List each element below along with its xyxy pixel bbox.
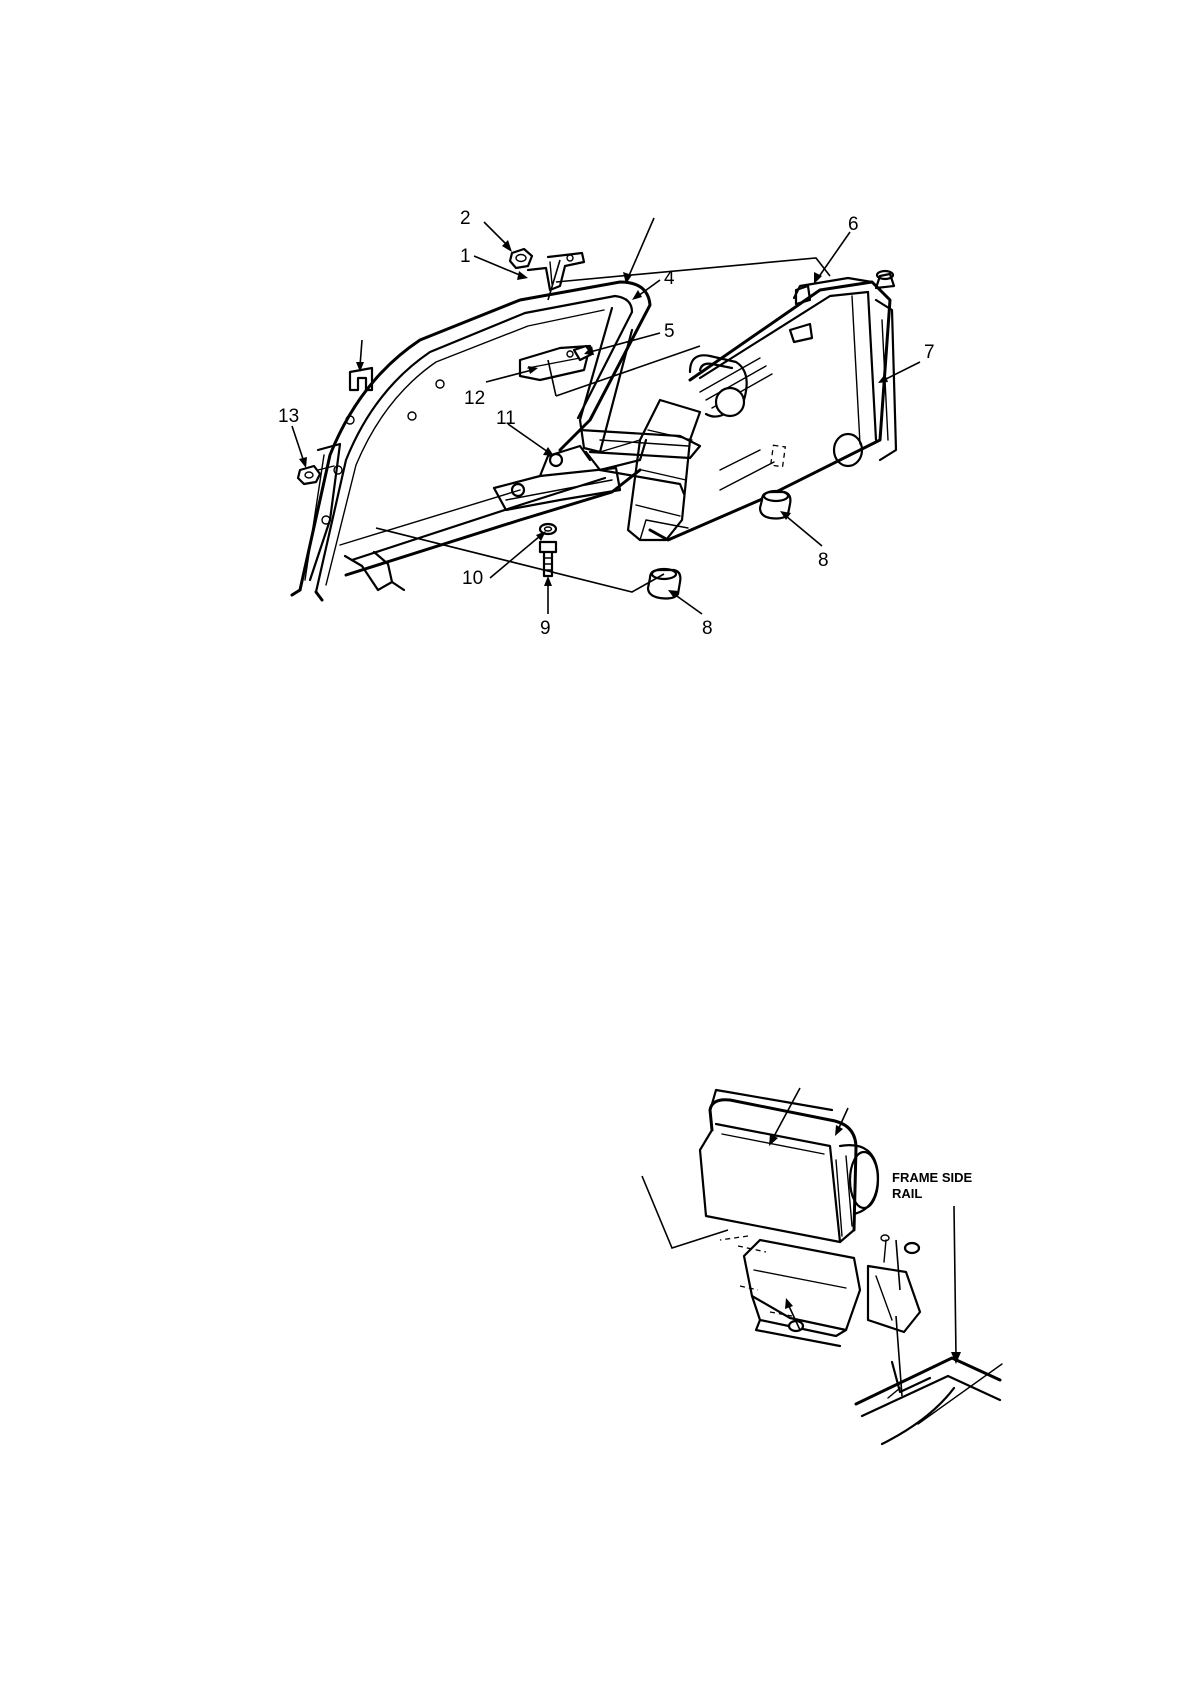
lower-bracket-11 — [492, 428, 702, 512]
radiator — [626, 269, 898, 542]
screw-13 — [296, 464, 335, 486]
callout-4: 4 — [664, 268, 675, 289]
washer-10 — [538, 522, 558, 536]
upper-bracket — [526, 251, 586, 292]
callout-8-lower: 8 — [702, 618, 713, 639]
radiator-support-frame — [290, 280, 652, 602]
retaining-clip — [348, 366, 374, 392]
detail-frame-side-rail — [854, 1356, 1003, 1446]
bottom-detail-view: FRAME SIDE RAIL — [641, 1087, 1003, 1446]
callout-13: 13 — [278, 406, 299, 427]
callout-2: 2 — [460, 208, 471, 229]
top-exploded-view: 1 2 4 5 6 7 8 8 9 10 11 12 13 — [278, 208, 935, 639]
detail-tray — [737, 1234, 922, 1348]
frame-side-rail-label-line1: FRAME SIDE — [892, 1170, 973, 1185]
center-bracket-12 — [518, 344, 594, 382]
frame-side-rail-label-line2: RAIL — [892, 1186, 922, 1201]
callout-11: 11 — [496, 408, 516, 429]
nut-2 — [508, 247, 534, 270]
callout-5: 5 — [664, 321, 675, 342]
callout-12: 12 — [464, 388, 485, 409]
callout-8-upper: 8 — [818, 550, 829, 571]
callout-1: 1 — [460, 246, 471, 267]
callout-7: 7 — [924, 342, 935, 363]
callout-9: 9 — [540, 618, 551, 639]
detail-radiator — [698, 1088, 880, 1244]
callout-6: 6 — [848, 214, 859, 235]
callout-10: 10 — [462, 568, 483, 589]
